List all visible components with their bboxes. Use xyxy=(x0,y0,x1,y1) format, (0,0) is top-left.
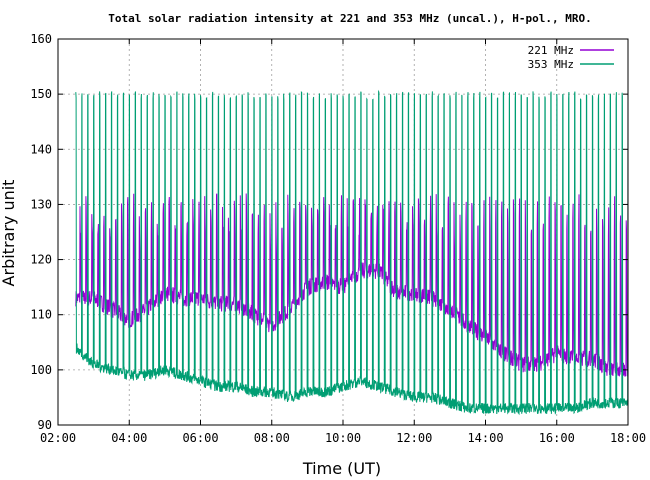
y-tick-label: 150 xyxy=(30,87,52,101)
series-line-2 xyxy=(75,89,629,416)
x-tick-label: 04:00 xyxy=(111,431,147,445)
x-tick-label: 02:00 xyxy=(40,431,76,445)
x-axis-label: Time (UT) xyxy=(302,459,381,478)
y-tick-label: 130 xyxy=(30,197,52,211)
axis-ticks: 02:00 04:00 06:00 08:00 10:00 12:00 14:00 16:00… xyxy=(30,32,646,445)
x-tick-label: 06:00 xyxy=(182,431,218,445)
legend-label: 353 MHz xyxy=(528,58,574,71)
x-tick-label: 16:00 xyxy=(539,431,575,445)
chart-title: Total solar radiation intensity at 221 a… xyxy=(108,12,591,25)
x-tick-label: 12:00 xyxy=(396,431,432,445)
y-tick-label: 140 xyxy=(30,142,52,156)
x-tick-label: 14:00 xyxy=(467,431,503,445)
x-tick-label: 10:00 xyxy=(325,431,361,445)
series-line-1 xyxy=(75,193,629,377)
y-tick-label: 100 xyxy=(30,363,52,377)
legend-label: 221 MHz xyxy=(528,44,574,57)
y-axis-label: Arbitrary unit xyxy=(0,180,18,287)
series-layer xyxy=(75,89,629,416)
y-tick-label: 120 xyxy=(30,253,52,267)
y-tick-label: 90 xyxy=(38,418,52,432)
x-tick-label: 08:00 xyxy=(254,431,290,445)
y-tick-label: 160 xyxy=(30,32,52,46)
x-tick-label: 18:00 xyxy=(610,431,646,445)
y-tick-label: 110 xyxy=(30,308,52,322)
